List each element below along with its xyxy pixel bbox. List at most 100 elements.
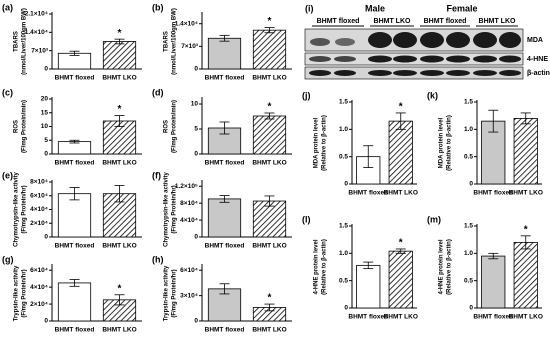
y-tick-label: 6×10⁴ <box>30 267 48 274</box>
x-tick-label: BHMT floxed <box>55 160 95 167</box>
bar <box>356 264 381 309</box>
bar <box>102 41 137 70</box>
y-tick-label: 8×10⁴ <box>30 179 48 186</box>
y-tick-label: 6×10⁴ <box>30 192 48 199</box>
x-tick-label: BHMT LKO <box>384 190 418 197</box>
x-tick-label: BHMT LKO <box>102 327 136 334</box>
y-tick-label: 2×10⁴ <box>30 220 48 227</box>
group-label: Male <box>365 3 385 13</box>
lane-label: BHMT LKO <box>374 18 411 25</box>
x-tick-label: BHMT LKO <box>252 243 286 250</box>
x-tick-label: BHMT LKO <box>252 327 286 334</box>
panel-label: (k) <box>427 90 438 100</box>
significance-label: * <box>118 283 122 294</box>
panel: (h)Trypsin-like activity (F/mg Protein/hr… <box>152 254 292 334</box>
x-tick-label: BHMT LKO <box>252 160 286 167</box>
panel-label: (l) <box>302 214 311 224</box>
x-tick-label: BHMT LKO <box>384 314 418 321</box>
bar <box>57 282 92 322</box>
panel-label: (d) <box>152 87 164 97</box>
panel-label: (f) <box>152 170 161 180</box>
significance-label: * <box>268 102 272 113</box>
y-tick-label: 1.0 <box>339 250 348 257</box>
y-axis-label: Chymotrypsin-like activity <box>164 171 170 246</box>
panel: (f) Chymotrypsin-like activity (F/mg Prote… <box>152 170 292 250</box>
y-tick-label: 7×10³ <box>31 47 49 54</box>
y-tick-label: 1.2×10⁵ <box>175 183 198 190</box>
lane-label: BHMT LKO <box>479 18 516 25</box>
y-axis-label: (F/mg Protein/hr) <box>22 185 28 233</box>
y-tick-label: 1.4×10⁴ <box>175 20 198 27</box>
x-tick-label: BHMT LKO <box>102 75 136 82</box>
significance-label: * <box>118 104 122 115</box>
y-tick-label: 10 <box>41 123 49 130</box>
panel: (j) MDA protein level (Relative to β-actin… <box>302 90 418 196</box>
x-tick-label: BHMT floxed <box>348 314 388 321</box>
y-axis-label: (F/mg Protein/hr) <box>22 269 28 317</box>
x-tick-label: BHMT floxed <box>205 243 245 250</box>
bar <box>513 241 538 309</box>
y-tick-label: 0.5 <box>339 277 348 284</box>
significance-label: * <box>268 16 272 27</box>
panel-label: (a) <box>2 2 13 12</box>
y-tick-label: 4×10⁴ <box>30 206 48 213</box>
band-label: MDA <box>527 37 543 44</box>
panel-label: (j) <box>302 90 311 100</box>
y-tick-label: 0 <box>44 234 48 241</box>
x-tick-label: BHMT LKO <box>509 314 543 321</box>
y-tick-label: 1.5 <box>339 99 348 106</box>
significance-label: * <box>268 293 272 304</box>
western-blot: (i) Male Female BHMT floxed BHMT LKO BHM… <box>304 3 550 80</box>
y-tick-label: 0 <box>194 318 198 325</box>
y-tick-label: 0.5 <box>464 277 473 284</box>
bar <box>481 255 506 309</box>
x-tick-label: BHMT floxed <box>348 190 388 197</box>
y-axis-label: (F/mg Protein/min) <box>22 100 28 153</box>
x-tick-label: BHMT LKO <box>252 75 286 82</box>
y-tick-label: 1.5 <box>339 223 348 230</box>
y-tick-label: 8×10⁴ <box>180 200 198 207</box>
y-tick-label: 0.5 <box>464 153 473 160</box>
bar <box>252 29 287 70</box>
y-axis-label: TBARS <box>164 31 170 52</box>
panel: (a) TBARS (nmol/Liver/100gm BW) 0 7×10³ 1.4×1… <box>2 2 142 82</box>
y-tick-label: 1.5 <box>464 223 473 230</box>
panel-label: (g) <box>2 254 14 264</box>
group-label: Female <box>446 3 477 13</box>
x-tick-label: BHMT floxed <box>55 327 95 334</box>
panel: (d) ROS (F/mg Protein/min) 0 5 10 BHMT floxed *… <box>152 87 292 167</box>
y-tick-label: 0 <box>194 151 198 158</box>
y-tick-label: 2×10⁴ <box>30 301 48 308</box>
significance-label: * <box>399 102 403 113</box>
panel: (k) MDA protein level (Relative to β-actin… <box>427 90 543 196</box>
y-axis-label: (F/mg Protein/hr) <box>172 269 178 317</box>
bar <box>207 198 242 238</box>
panel-label: (b) <box>152 2 164 12</box>
x-tick-label: BHMT LKO <box>102 243 136 250</box>
x-tick-label: BHMT LKO <box>102 160 136 167</box>
y-tick-label: 5 <box>44 137 48 144</box>
bands <box>309 32 521 76</box>
y-axis-label: (F/mg Protein/min) <box>172 100 178 153</box>
significance-label: * <box>524 224 528 235</box>
panel-label: (h) <box>152 254 164 264</box>
y-axis-label: (Relative to β-actin) <box>322 239 328 295</box>
y-tick-label: 3×10⁴ <box>180 292 198 299</box>
band-label: β-actin <box>527 70 550 77</box>
y-tick-label: 0.5 <box>339 153 348 160</box>
y-tick-label: 15 <box>41 109 49 116</box>
y-tick-label: 0 <box>44 66 48 73</box>
y-tick-label: 6×10⁴ <box>180 267 198 274</box>
panel: (g)Trypsin-like activity (F/mg Protein/hr… <box>2 254 142 334</box>
y-tick-label: 4×10⁴ <box>30 284 48 291</box>
panel: (c) ROS (F/mg Protein/min) 0 5 10 15 20 BHMT flo… <box>2 87 142 167</box>
band-label: 4-HNE <box>527 56 548 63</box>
panel: (b) TBARS (nmol/Liver/100gm BW) 0 7×10³ 1.4×1… <box>152 2 292 82</box>
y-tick-label: 20 <box>41 96 49 103</box>
significance-label: * <box>118 28 122 39</box>
y-tick-label: 0 <box>44 318 48 325</box>
bar <box>252 115 287 155</box>
bar <box>57 141 92 155</box>
y-tick-label: 0 <box>44 151 48 158</box>
y-tick-label: 0 <box>344 181 348 188</box>
